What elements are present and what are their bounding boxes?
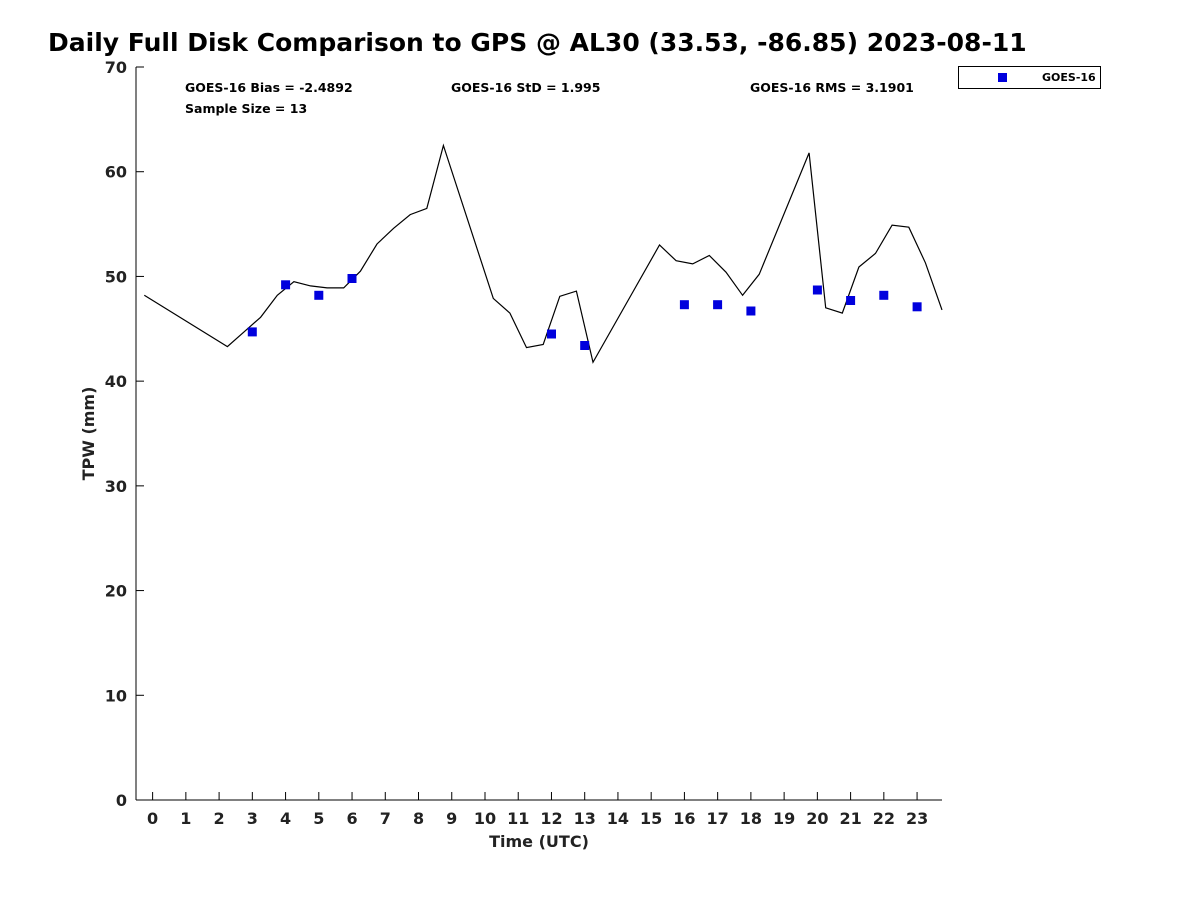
x-tick-label: 7 — [380, 809, 391, 828]
x-tick-label: 0 — [147, 809, 158, 828]
x-axis-label: Time (UTC) — [489, 832, 589, 851]
goes16-point — [347, 274, 357, 283]
x-tick-label: 18 — [740, 809, 762, 828]
x-tick-label: 17 — [707, 809, 729, 828]
x-tick-label: 22 — [873, 809, 895, 828]
x-tick-label: 11 — [507, 809, 529, 828]
rms-stat: GOES-16 RMS = 3.1901 — [750, 80, 914, 95]
goes16-point — [713, 300, 723, 310]
y-tick-label: 20 — [105, 582, 127, 601]
x-tick-label: 14 — [607, 809, 629, 828]
x-tick-label: 9 — [446, 809, 457, 828]
y-tick-label: 30 — [105, 477, 127, 496]
goes16-point — [746, 306, 756, 316]
goes16-point — [879, 290, 889, 300]
bias-stat: GOES-16 Bias = -2.4892 — [185, 80, 353, 95]
x-tick-label: 21 — [839, 809, 861, 828]
x-tick-label: 10 — [474, 809, 496, 828]
x-tick-label: 8 — [413, 809, 424, 828]
std-stat: GOES-16 StD = 1.995 — [451, 80, 601, 95]
legend-marker-goes16 — [998, 73, 1007, 82]
legend: GOES-16 — [958, 66, 1101, 89]
x-tick-label: 6 — [346, 809, 357, 828]
goes16-point — [281, 280, 291, 290]
legend-label-goes16: GOES-16 — [1042, 71, 1096, 84]
x-tick-label: 13 — [574, 809, 596, 828]
x-tick-label: 3 — [247, 809, 258, 828]
chart-title: Daily Full Disk Comparison to GPS @ AL30… — [48, 28, 1027, 57]
x-tick-label: 20 — [806, 809, 828, 828]
goes16-point — [846, 296, 856, 305]
y-tick-label: 10 — [105, 686, 127, 705]
x-tick-label: 4 — [280, 809, 291, 828]
goes16-point — [812, 285, 822, 295]
x-tick-label: 16 — [673, 809, 695, 828]
sample-size-stat: Sample Size = 13 — [185, 101, 308, 116]
x-tick-label: 5 — [313, 809, 324, 828]
goes16-point — [547, 329, 556, 339]
y-tick-label: 40 — [105, 372, 127, 391]
goes16-point — [580, 341, 590, 350]
x-tick-label: 15 — [640, 809, 662, 828]
x-tick-label: 23 — [906, 809, 928, 828]
y-axis-label: TPW (mm) — [79, 387, 98, 481]
gps-series-line — [143, 143, 943, 364]
x-tick-label: 2 — [214, 809, 225, 828]
y-tick-label: 0 — [116, 791, 127, 810]
plot-area — [143, 143, 943, 364]
y-tick-label: 50 — [105, 267, 127, 286]
x-tick-label: 19 — [773, 809, 795, 828]
goes16-point — [912, 302, 922, 312]
goes16-point — [314, 290, 324, 300]
y-tick-label: 70 — [105, 58, 127, 77]
x-tick-label: 12 — [540, 809, 562, 828]
goes16-point — [679, 300, 689, 310]
y-tick-label: 60 — [105, 163, 127, 182]
goes16-point — [247, 327, 257, 337]
x-tick-label: 1 — [180, 809, 191, 828]
